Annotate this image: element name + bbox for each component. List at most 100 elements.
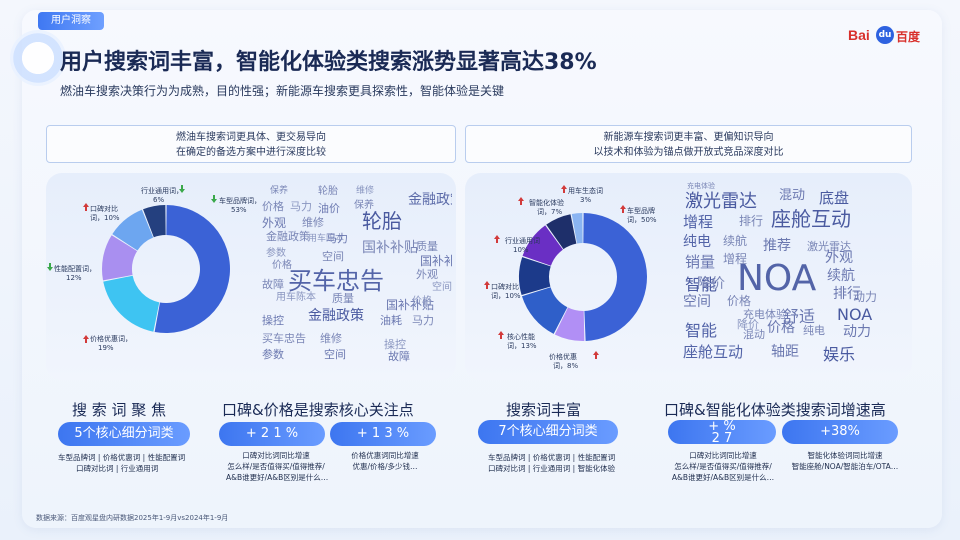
- cloud-word: 智能: [685, 321, 718, 340]
- right-sec2-notes-b: 智能化体验词同比增速 智能座舱/NOA/智能泊车/OTA…: [790, 450, 900, 472]
- cloud-word: 纯电: [803, 324, 825, 337]
- trend-up-arrow-icon-6: [561, 185, 567, 193]
- rlabel-price-value: 8%: [567, 362, 579, 370]
- rlabel-eco-value: 3%: [580, 196, 592, 204]
- data-source: 数据来源：百度观星盘内研数据2025年1-9月vs2024年1-9月: [36, 514, 229, 522]
- rlabel-wom-name: 口碑对比: [491, 283, 519, 291]
- cloud-word: 降价: [737, 318, 759, 331]
- label-wom-value: 词，10%: [90, 214, 120, 222]
- cloud-word: 用车陈本: [276, 292, 316, 303]
- left-sec1-note-1: 车型品牌词 | 价格优惠词 | 性能配置词: [58, 453, 186, 462]
- donut-slice-4: [143, 205, 166, 238]
- right-sec2-note-b1: 智能化体验词同比增速: [807, 451, 883, 460]
- label-price-value: 19%: [98, 344, 114, 352]
- cloud-word: 轮胎: [362, 209, 402, 233]
- left-sec2-note-a3: A&B谁更好/A&B区别是什么…: [226, 473, 329, 482]
- cloud-word: 动力: [853, 290, 878, 304]
- page-title: 用户搜索词丰富，智能化体验类搜索涨势显著高达38%: [60, 50, 597, 75]
- cloud-word: 推荐: [763, 238, 791, 254]
- cloud-word: 动力: [843, 324, 871, 340]
- cloud-word: 增程: [723, 252, 748, 266]
- cloud-word: 价格: [412, 296, 432, 307]
- label-wom-name: 口碑对比: [90, 205, 118, 213]
- paw-icon: du: [876, 26, 894, 44]
- baidu-logo: Bai du 百度: [848, 24, 928, 48]
- cloud-word: 国补补贴: [362, 240, 418, 256]
- cloud-word: 买车忠告: [288, 267, 384, 295]
- cloud-word: 操控: [384, 338, 406, 351]
- right-panel-header: 新能源车搜索词更丰富、更偏知识导向 以技术和体验为锚点做开放式竞品深度对比: [465, 125, 912, 163]
- rlabel-general: 行业通用词 10%: [505, 237, 540, 255]
- cloud-word: 续航: [827, 268, 855, 284]
- cloud-word: 用车陈本: [308, 234, 345, 244]
- label-brand-name: 车型品牌词，: [219, 197, 261, 205]
- donut-slice-2: [521, 287, 568, 334]
- cloud-word: 混动: [743, 328, 765, 341]
- cloud-word: 买车忠告: [262, 332, 306, 345]
- rlabel-brand-name: 车型品牌: [627, 207, 655, 215]
- cloud-word: NOA: [737, 258, 817, 299]
- cloud-word: 保养: [270, 186, 289, 196]
- cloud-word: 金融政策: [408, 192, 452, 208]
- cloud-word: 纯电: [683, 234, 711, 250]
- trend-up-arrow-icon-1: [593, 351, 599, 359]
- label-brand: 车型品牌词， 53%: [219, 197, 261, 215]
- right-sec2-note-a1: 口碑对比词同比增速: [689, 451, 757, 460]
- cloud-word: 排行: [739, 214, 764, 228]
- cloud-word: 维修: [356, 186, 375, 196]
- trend-down-arrow-icon-4: [179, 185, 185, 193]
- cloud-word: 价格: [262, 200, 284, 213]
- cloud-word: 智能: [685, 275, 718, 294]
- left-head-line1: 燃油车搜索词更具体、更交易导向: [176, 132, 326, 143]
- left-sec1-title: 搜 索 词 聚 焦: [72, 401, 167, 419]
- right-sec2-pill-a-bottom: 2 7: [711, 431, 733, 446]
- decorative-circle-icon: [10, 30, 66, 86]
- right-sec2-pill-a-top: + %: [708, 419, 736, 434]
- trend-up-arrow-icon-1: [83, 335, 89, 343]
- right-donut-chart: [484, 185, 647, 359]
- trend-down-arrow-icon-2: [47, 263, 53, 271]
- logo-text-baidu-cn: 百度: [896, 30, 921, 44]
- cloud-word: 娱乐: [823, 345, 856, 364]
- cloud-word: 销量: [685, 253, 716, 271]
- left-sec2-notes-b: 价格优惠词同比增速 优惠/价格/多少钱…: [340, 450, 430, 472]
- cloud-word: 外观: [825, 250, 853, 266]
- trend-up-arrow-icon-5: [518, 197, 524, 205]
- rlabel-brand: 车型品牌 词，50%: [627, 207, 657, 225]
- rlabel-eco-name: 用车生态词: [568, 187, 603, 195]
- section-tag: 用户洞察: [38, 12, 104, 30]
- cloud-word: 国补补贴: [420, 254, 452, 268]
- cloud-word: 价格: [272, 260, 292, 271]
- cloud-word: 质量: [332, 292, 354, 305]
- cloud-word: 油耗: [380, 314, 402, 327]
- right-sec1-pill: 7个核心细分词类: [478, 420, 618, 444]
- cloud-word: 空间: [324, 348, 346, 361]
- rlabel-brand-value: 词，50%: [627, 216, 657, 224]
- cloud-word: 底盘: [819, 189, 850, 207]
- right-sec2-pill-b: +38%: [782, 420, 898, 444]
- trend-up-arrow-icon-3: [83, 203, 89, 211]
- cloud-word: 排行: [833, 286, 861, 302]
- donut-slice-2: [102, 235, 138, 281]
- trend-up-arrow-icon-0: [620, 205, 626, 213]
- right-sec2-note-a3: A&B谁更好/A&B区别是什么…: [671, 473, 775, 482]
- label-price: 价格优惠词， 19%: [90, 335, 132, 353]
- right-sec2-notes-a: 口碑对比词同比增速 怎么样/是否值得买/值得推荐/ A&B谁更好/A&B区别是什…: [668, 450, 778, 483]
- logo-text-du: du: [878, 30, 892, 40]
- rlabel-smart-name: 智能化体验: [529, 199, 564, 207]
- donut-slice-3: [519, 257, 551, 296]
- rlabel-general-name: 行业通用词: [505, 237, 540, 245]
- cloud-word: 座舱互动: [771, 207, 851, 231]
- left-sec1-notes: 车型品牌词 | 价格优惠词 | 性能配置词 口碑对比词 | 行业通用词: [58, 452, 185, 474]
- cloud-word: 外观: [262, 216, 287, 230]
- rlabel-smart: 智能化体验 词，7%: [529, 199, 564, 217]
- left-sec2-pill-a: + 2 1 %: [219, 422, 325, 446]
- right-word-cloud: 充电体验 激光雷达 混动 底盘 增程 排行 座舱互动 纯电 续航 推荐 激光雷达 销量 增程 外观 智能 NO…: [683, 181, 905, 373]
- label-perf-value: 12%: [66, 274, 82, 282]
- trend-down-arrow-icon-0: [211, 195, 217, 203]
- rlabel-wom: 口碑对比 词，10%: [491, 283, 521, 301]
- label-wom: 口碑对比 词，10%: [90, 205, 120, 223]
- cloud-word: 马力: [412, 314, 434, 327]
- cloud-word: 金融政策: [266, 230, 310, 243]
- left-sec2-title: 口碑&价格是搜索核心关注点: [222, 401, 414, 419]
